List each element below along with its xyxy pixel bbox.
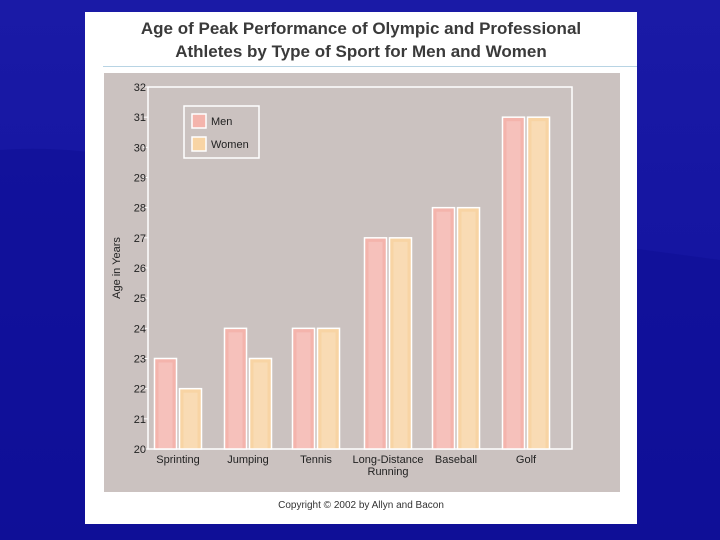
- bar-men-body: [501, 116, 526, 450]
- x-tick-label: Running: [368, 466, 409, 478]
- bar-men: [291, 327, 316, 450]
- legend-swatch-men: [191, 113, 207, 129]
- copyright-notice: Copyright © 2002 by Allyn and Bacon: [278, 500, 444, 511]
- y-tick-label: 25: [134, 293, 146, 305]
- bar-women: [178, 387, 203, 450]
- bar-women-body: [178, 387, 203, 450]
- bar-women: [388, 237, 413, 450]
- x-tick-label: Jumping: [227, 454, 269, 466]
- y-tick-label: 26: [134, 263, 146, 275]
- bar-chart: 20 21 22 23 24 25 26 27 28 29 30 31 32 Age in Years Sp…: [104, 73, 620, 492]
- bar-women: [316, 327, 341, 450]
- legend-label-women: Women: [211, 139, 249, 151]
- bar-women-highlight: [461, 211, 476, 449]
- y-tick-label: 24: [134, 323, 146, 335]
- y-tick-label: 29: [134, 173, 146, 185]
- bar-men-body: [223, 327, 248, 450]
- x-tick-label: Golf: [516, 454, 537, 466]
- chart-title: Age of Peak Performance of Olympic and P…: [85, 17, 637, 63]
- bar-women-body: [456, 206, 481, 450]
- bar-men-body: [291, 327, 316, 450]
- x-tick-label: Long-Distance: [353, 454, 424, 466]
- bar-men: [153, 357, 178, 450]
- bar-men-highlight: [228, 332, 243, 449]
- bar-women-body: [526, 116, 551, 450]
- bar-women: [248, 357, 273, 450]
- y-axis-label: Age in Years: [111, 237, 123, 299]
- y-tick-label: 21: [134, 414, 146, 426]
- bar-men-highlight: [296, 332, 311, 449]
- bar-men-body: [431, 206, 456, 450]
- chart-title-line-1: Age of Peak Performance of Olympic and P…: [140, 19, 582, 38]
- bar-men: [363, 237, 388, 450]
- y-tick-label: 32: [134, 82, 146, 94]
- chart-title-line-2: Athletes by Type of Sport for Men and Wo…: [175, 42, 547, 61]
- y-tick-label: 20: [134, 444, 146, 456]
- bar-women: [456, 206, 481, 450]
- legend-label-men: Men: [211, 116, 232, 128]
- y-tick-label: 22: [134, 384, 146, 396]
- bar-women-highlight: [531, 121, 546, 449]
- y-tick-label: 31: [134, 112, 146, 124]
- bar-women: [526, 116, 551, 450]
- bar-men-body: [153, 357, 178, 450]
- bar-women-body: [316, 327, 341, 450]
- bar-men-body: [363, 237, 388, 450]
- bar-women-highlight: [253, 362, 268, 449]
- slide-panel: Age of Peak Performance of Olympic and P…: [85, 12, 637, 524]
- x-tick-label: Tennis: [300, 454, 332, 466]
- bar-men-highlight: [368, 241, 383, 449]
- bar-women-body: [248, 357, 273, 450]
- bar-women-highlight: [393, 241, 408, 449]
- bar-men: [431, 206, 456, 450]
- bar-men: [223, 327, 248, 450]
- y-tick-label: 28: [134, 203, 146, 215]
- x-tick-label: Sprinting: [156, 454, 199, 466]
- bar-men-highlight: [436, 211, 451, 449]
- y-tick-label: 27: [134, 233, 146, 245]
- bar-women-highlight: [321, 332, 336, 449]
- bar-men: [501, 116, 526, 450]
- title-divider: [103, 66, 637, 67]
- legend-box: [183, 105, 260, 159]
- legend-swatch-women: [191, 136, 207, 152]
- y-tick-label: 30: [134, 142, 146, 154]
- bar-women-highlight: [183, 392, 198, 449]
- y-tick-label: 23: [134, 354, 146, 366]
- bar-men-highlight: [506, 121, 521, 449]
- bar-men-highlight: [158, 362, 173, 449]
- x-tick-label: Baseball: [435, 454, 477, 466]
- bar-women-body: [388, 237, 413, 450]
